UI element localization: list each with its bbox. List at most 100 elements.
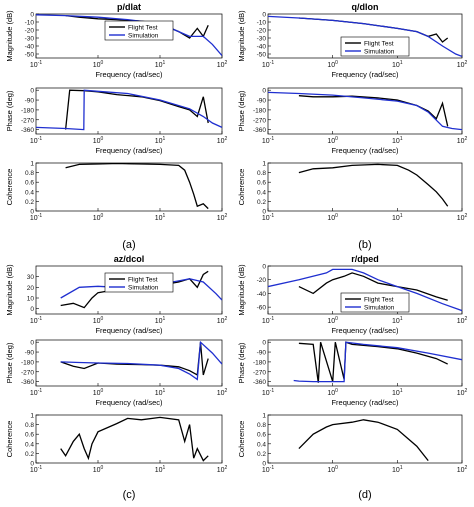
- chart-title: r/dped: [351, 254, 379, 264]
- y-tick-label: 0.2: [25, 199, 34, 206]
- y-tick-label: 0: [262, 12, 266, 19]
- axes-frame: [35, 162, 223, 212]
- y-tick-label: -360: [21, 379, 34, 386]
- series-simulation: [36, 89, 222, 131]
- x-tick-label: 10-1: [30, 388, 42, 397]
- y-tick-label: 0.8: [257, 170, 266, 177]
- y-tick-label: -40: [25, 44, 35, 51]
- x-tick-label: 102: [457, 60, 468, 69]
- x-tick-label: 101: [155, 388, 166, 397]
- y-axis-label: Phase (deg): [5, 342, 14, 383]
- subplot-magnitude: 10-1 100 101 102 0-10-20-30-40-50 Frequency (…: [5, 10, 228, 79]
- y-tick-label: 0: [262, 340, 266, 347]
- y-tick-label: -180: [21, 359, 34, 366]
- y-tick-label: 0: [30, 340, 34, 347]
- x-axis-label: Frequency (rad/sec): [331, 326, 399, 335]
- x-tick-label: 10-1: [262, 213, 274, 222]
- x-tick-label: 102: [217, 136, 228, 145]
- x-tick-label: 100: [327, 465, 338, 474]
- axes-frame: [267, 162, 463, 212]
- y-tick-label: -10: [257, 20, 267, 27]
- axes-frame: [267, 414, 463, 464]
- x-axis-label: Frequency (rad/sec): [331, 146, 399, 155]
- x-tick-label: 101: [392, 213, 403, 222]
- x-tick-label: 102: [457, 136, 468, 145]
- panel-b: q/dlon(b)10-1 100 101 1020-10-20-30-40-50Fr…: [237, 2, 468, 251]
- x-tick-label: 100: [93, 136, 104, 145]
- legend-label-flight-test: Flight Test: [364, 41, 394, 48]
- subplot-coherence: 10-1 100 101 102 0 0.2 0.4 0.6 0.8 1 Coherence: [5, 413, 228, 475]
- legend-label-simulation: Simulation: [128, 285, 159, 292]
- y-tick-label: 0.4: [257, 441, 266, 448]
- x-tick-label: 100: [93, 316, 104, 325]
- y-tick-label: 0.4: [25, 189, 34, 196]
- x-tick-label: 10-1: [262, 316, 274, 325]
- y-tick-label: 0.8: [257, 422, 266, 429]
- y-tick-label: -10: [25, 20, 35, 27]
- panel-a: p/dlat(a)10-1 100 101 1020-10-20-30-40-50Fr…: [5, 2, 228, 251]
- x-tick-label: 102: [457, 316, 468, 325]
- series-flight-test: [298, 163, 449, 207]
- series-flight-test: [65, 163, 209, 210]
- y-tick-label: 0: [262, 88, 266, 95]
- y-axis-label: Magnitude (dB): [237, 10, 246, 62]
- x-tick-label: 10-1: [30, 316, 42, 325]
- x-tick-label: 101: [392, 60, 403, 69]
- x-tick-label: 100: [327, 316, 338, 325]
- y-axis-label: Phase (deg): [237, 90, 246, 131]
- y-tick-label: 0: [30, 461, 34, 468]
- x-tick-label: 101: [392, 388, 403, 397]
- legend-label-flight-test: Flight Test: [128, 277, 158, 284]
- y-axis-label: Coherence: [5, 169, 14, 206]
- panel-label: (a): [122, 239, 135, 251]
- series-simulation: [293, 341, 462, 383]
- x-tick-label: 102: [217, 60, 228, 69]
- y-tick-label: -50: [257, 52, 267, 59]
- chart-title: az/dcol: [114, 254, 145, 264]
- legend-label-flight-test: Flight Test: [364, 297, 394, 304]
- x-tick-label: 102: [217, 316, 228, 325]
- x-tick-label: 102: [457, 213, 468, 222]
- x-tick-label: 10-1: [262, 465, 274, 474]
- panel-d: r/dped(d)10-1 100 101 1020-20-40-60Frequenc…: [237, 254, 468, 501]
- series-flight-test: [60, 416, 209, 462]
- y-axis-label: Phase (deg): [5, 90, 14, 131]
- x-tick-label: 100: [327, 388, 338, 397]
- series-simulation: [268, 91, 462, 131]
- series-simulation: [60, 340, 222, 381]
- y-tick-label: 0.6: [257, 180, 266, 187]
- y-tick-label: -360: [253, 127, 266, 134]
- y-tick-label: 0: [262, 264, 266, 271]
- y-tick-label: 0: [262, 209, 266, 216]
- y-tick-label: 0.4: [257, 189, 266, 196]
- y-tick-label: 1: [30, 413, 34, 420]
- y-axis-label: Magnitude (dB): [5, 264, 14, 316]
- legend-label-simulation: Simulation: [364, 49, 395, 56]
- y-tick-label: 0: [262, 461, 266, 468]
- x-axis-label: Frequency (rad/sec): [95, 70, 163, 79]
- x-tick-label: 10-1: [30, 136, 42, 145]
- x-tick-label: 101: [155, 465, 166, 474]
- axes-frame: [267, 87, 463, 135]
- y-tick-label: 0: [30, 306, 34, 313]
- y-axis-label: Coherence: [237, 421, 246, 458]
- y-tick-label: 0.8: [25, 422, 34, 429]
- x-axis-label: Frequency (rad/sec): [95, 326, 163, 335]
- legend-label-flight-test: Flight Test: [128, 25, 158, 32]
- y-tick-label: -90: [25, 98, 35, 105]
- subplot-phase: 10-1 100 101 102 0 -90 -180 -270 -360 Frequency (…: [5, 339, 228, 407]
- y-tick-label: -270: [21, 117, 34, 124]
- y-tick-label: -20: [25, 28, 35, 35]
- y-tick-label: 20: [27, 285, 35, 292]
- y-tick-label: -60: [257, 305, 267, 312]
- x-tick-label: 102: [217, 213, 228, 222]
- series-flight-test: [298, 95, 449, 127]
- x-axis-label: Frequency (rad/sec): [331, 398, 399, 407]
- x-tick-label: 101: [392, 136, 403, 145]
- y-tick-label: -40: [257, 291, 267, 298]
- subplot-magnitude: 10-1 100 101 102 0 -20 -40 -60 Frequency (rad/se…: [237, 264, 468, 336]
- y-tick-label: 1: [262, 161, 266, 168]
- x-tick-label: 100: [327, 136, 338, 145]
- panel-label: (b): [358, 239, 371, 251]
